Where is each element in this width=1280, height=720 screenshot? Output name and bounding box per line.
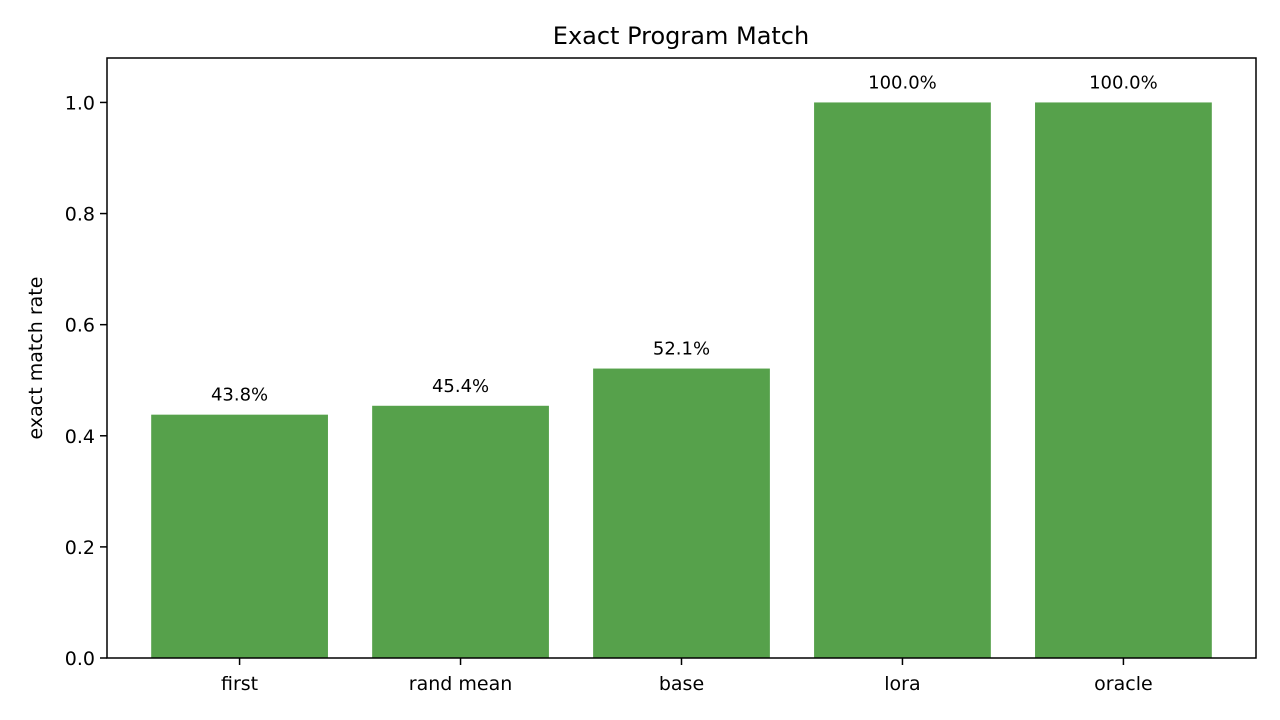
bar-value-label: 100.0% xyxy=(1089,72,1158,93)
bar-oracle xyxy=(1035,102,1212,658)
chart-title: Exact Program Match xyxy=(553,22,809,50)
bar-lora xyxy=(814,102,991,658)
plot-frame xyxy=(106,57,1257,659)
x-tick-label: rand mean xyxy=(409,673,512,695)
x-tick-label: base xyxy=(659,673,704,695)
y-tick-label: 0.0 xyxy=(65,648,95,670)
value-labels-layer: 43.8% 45.4% 52.1% 100.0% 100.0% xyxy=(211,72,1158,405)
bar-value-label: 100.0% xyxy=(868,72,937,93)
bar-base xyxy=(593,368,770,658)
bar-rand-mean xyxy=(372,405,549,658)
bars-layer xyxy=(151,102,1212,658)
bar-first xyxy=(151,414,328,658)
y-tick-label: 1.0 xyxy=(65,92,95,114)
bar-value-label: 52.1% xyxy=(653,339,710,360)
x-tick-label: first xyxy=(221,673,258,695)
y-tick-label: 0.4 xyxy=(65,426,95,448)
bar-value-label: 43.8% xyxy=(211,385,268,406)
y-tick-label: 0.6 xyxy=(65,315,95,337)
y-axis-ticks: 0.0 0.2 0.4 0.6 0.8 1.0 xyxy=(65,92,107,670)
y-tick-label: 0.2 xyxy=(65,537,95,559)
bar-value-label: 45.4% xyxy=(432,376,489,397)
x-axis-ticks: first rand mean base lora oracle xyxy=(221,658,1153,695)
y-axis-label: exact match rate xyxy=(25,277,47,440)
x-tick-label: lora xyxy=(884,673,920,695)
x-tick-label: oracle xyxy=(1094,673,1153,695)
y-tick-label: 0.8 xyxy=(65,204,95,226)
